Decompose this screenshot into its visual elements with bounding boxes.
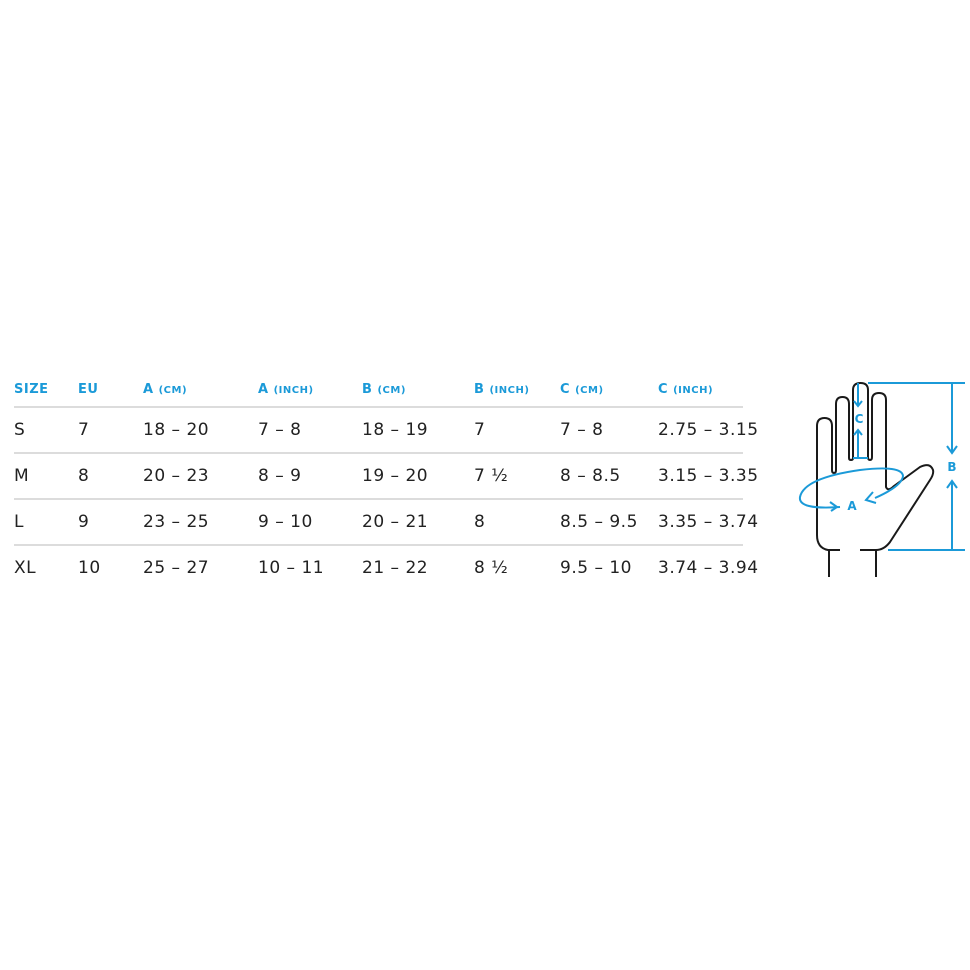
measure-c-line bbox=[853, 383, 868, 459]
table-row: S 7 18 – 20 7 – 8 18 – 19 7 7 – 8 2.75 – 3.15 bbox=[14, 408, 758, 454]
cell-b-cm: 18 – 19 bbox=[362, 420, 429, 440]
table-header-row: SIZE EU A (CM) A (INCH) B (CM) B (INCH) … bbox=[14, 378, 743, 408]
cell-a-inch: 8 – 9 bbox=[258, 466, 302, 486]
table-row: L 9 23 – 25 9 – 10 20 – 21 8 8.5 – 9.5 3.35 – 3… bbox=[14, 500, 758, 546]
cell-b-cm: 21 – 22 bbox=[362, 558, 429, 578]
cell-size: XL bbox=[14, 558, 37, 578]
arrow-a-right-icon bbox=[829, 501, 839, 512]
label-b: B bbox=[947, 460, 956, 474]
cell-c-cm: 7 – 8 bbox=[560, 420, 604, 440]
cell-c-cm: 8.5 – 9.5 bbox=[560, 512, 638, 532]
size-chart-table: SIZE EU A (CM) A (INCH) B (CM) B (INCH) … bbox=[14, 378, 758, 590]
cell-c-inch: 3.74 – 3.94 bbox=[658, 558, 759, 578]
header-b-inch: B (INCH) bbox=[474, 382, 530, 397]
cell-a-inch: 9 – 10 bbox=[258, 512, 313, 532]
cell-size: M bbox=[14, 466, 30, 486]
table-row: M 8 20 – 23 8 – 9 19 – 20 7 ½ 8 – 8.5 3.15 – 3.… bbox=[14, 454, 758, 500]
cell-b-inch: 7 bbox=[474, 420, 486, 440]
hand-outline bbox=[816, 382, 935, 551]
table-row: XL 10 25 – 27 10 – 11 21 – 22 8 ½ 9.5 – 10 3.74… bbox=[14, 546, 758, 590]
header-size: SIZE bbox=[14, 382, 49, 397]
cell-eu: 7 bbox=[78, 420, 90, 440]
cell-eu: 8 bbox=[78, 466, 90, 486]
cell-c-inch: 3.15 – 3.35 bbox=[658, 466, 759, 486]
label-c: C bbox=[855, 412, 864, 426]
cell-b-inch: 7 ½ bbox=[474, 466, 509, 486]
label-a: A bbox=[847, 499, 857, 513]
cell-eu: 10 bbox=[78, 558, 101, 578]
arrow-b-down-icon bbox=[946, 445, 958, 455]
header-c-inch: C (INCH) bbox=[658, 382, 714, 397]
arrow-b-up-icon bbox=[946, 479, 958, 489]
cell-a-cm: 20 – 23 bbox=[143, 466, 210, 486]
header-eu: EU bbox=[78, 382, 99, 397]
measure-a-ellipse bbox=[798, 467, 905, 509]
header-b-cm: B (CM) bbox=[362, 382, 406, 397]
cell-c-inch: 2.75 – 3.15 bbox=[658, 420, 759, 440]
header-a-cm: A (CM) bbox=[143, 382, 188, 397]
cell-a-cm: 25 – 27 bbox=[143, 558, 210, 578]
arrow-c-down-icon bbox=[853, 400, 863, 408]
cell-size: L bbox=[14, 512, 24, 532]
arrow-c-up-icon bbox=[853, 428, 863, 436]
cell-eu: 9 bbox=[78, 512, 90, 532]
cell-a-cm: 18 – 20 bbox=[143, 420, 210, 440]
cell-b-inch: 8 ½ bbox=[474, 558, 509, 578]
measure-b-lines bbox=[868, 382, 965, 551]
cell-c-inch: 3.35 – 3.74 bbox=[658, 512, 759, 532]
cell-a-cm: 23 – 25 bbox=[143, 512, 210, 532]
wrist-lines bbox=[828, 550, 877, 577]
hand-measurement-diagram: B C A bbox=[798, 382, 965, 577]
header-a-inch: A (INCH) bbox=[258, 382, 314, 397]
cell-b-inch: 8 bbox=[474, 512, 486, 532]
cell-size: S bbox=[14, 420, 26, 440]
cell-b-cm: 20 – 21 bbox=[362, 512, 429, 532]
cell-a-inch: 7 – 8 bbox=[258, 420, 302, 440]
arrow-a-left-icon bbox=[864, 491, 877, 504]
cell-b-cm: 19 – 20 bbox=[362, 466, 429, 486]
cell-c-cm: 9.5 – 10 bbox=[560, 558, 632, 578]
header-c-cm: C (CM) bbox=[560, 382, 604, 397]
cell-a-inch: 10 – 11 bbox=[258, 558, 325, 578]
cell-c-cm: 8 – 8.5 bbox=[560, 466, 621, 486]
